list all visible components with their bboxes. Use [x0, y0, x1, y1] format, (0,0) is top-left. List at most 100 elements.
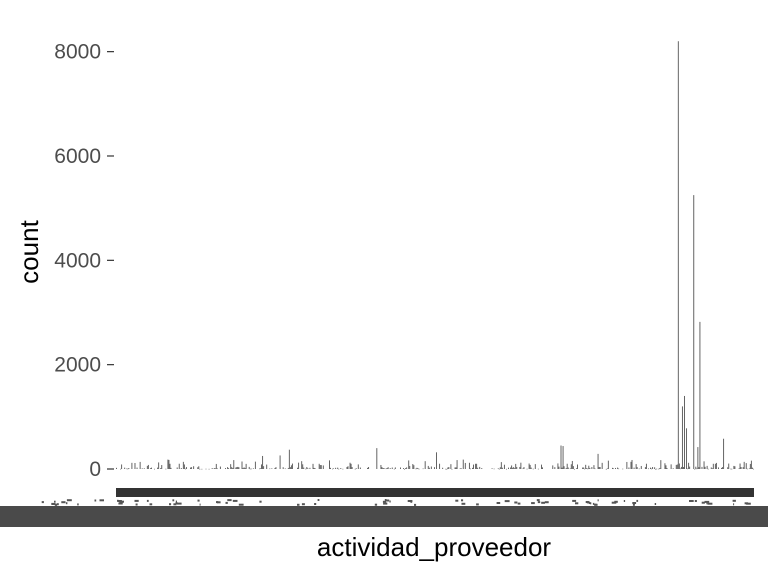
bar: [591, 467, 593, 469]
bar: [717, 467, 719, 469]
bar: [306, 467, 308, 469]
bar: [338, 468, 340, 470]
bar: [290, 465, 292, 469]
bar: [382, 468, 384, 469]
bar: [445, 468, 447, 470]
bar: [707, 468, 709, 470]
bar: [355, 468, 357, 469]
x-tick-label-fragment: [544, 501, 549, 504]
bar: [436, 452, 437, 469]
bar: [751, 467, 753, 469]
x-tick-label-fragment: [733, 503, 735, 506]
bar: [313, 467, 315, 469]
bar: [512, 467, 514, 469]
bar: [540, 464, 542, 469]
bar: [447, 467, 449, 469]
bar: [575, 468, 577, 469]
bar: [658, 468, 660, 470]
bar: [309, 467, 311, 469]
bar: [739, 463, 741, 469]
bar: [193, 466, 195, 469]
bar: [683, 467, 684, 469]
x-tick-label-fragment: [172, 499, 175, 502]
bar: [289, 467, 291, 469]
bar: [271, 468, 273, 469]
bar: [572, 466, 574, 469]
bar: [154, 468, 155, 470]
bar: [748, 468, 750, 470]
bar: [424, 461, 426, 469]
bar: [412, 464, 414, 469]
bar: [703, 461, 705, 469]
bar: [415, 468, 417, 470]
x-tick-label-fragment: [175, 500, 177, 503]
bar: [150, 467, 152, 469]
bar: [633, 467, 635, 469]
bar: [666, 468, 668, 469]
bar: [241, 461, 243, 469]
x-tick-label-fragment: [595, 503, 597, 506]
bar: [409, 465, 411, 469]
bar: [750, 460, 752, 469]
bar: [586, 468, 588, 469]
bar: [116, 467, 117, 469]
bar: [656, 468, 658, 470]
x-tick-label-fragment: [297, 503, 300, 506]
bar: [615, 467, 617, 469]
bar: [567, 467, 569, 469]
bar: [742, 467, 744, 469]
bar: [508, 467, 509, 469]
x-tick-label-fragment: [317, 499, 320, 501]
bar: [459, 468, 461, 469]
bar: [660, 460, 662, 469]
bar: [263, 466, 265, 469]
bar: [312, 463, 314, 469]
bar: [677, 41, 679, 469]
bar: [462, 459, 464, 469]
bar: [522, 468, 524, 470]
bar: [214, 468, 216, 469]
bar: [380, 464, 382, 469]
x-tick-label-fragment: [496, 502, 501, 504]
bar: [704, 466, 706, 469]
bar: [670, 464, 672, 469]
y-tick-label: 2000: [54, 354, 101, 377]
x-tick-label-fragment: [588, 502, 591, 504]
bar: [469, 468, 471, 470]
bar: [231, 467, 233, 469]
bar: [520, 462, 522, 469]
bar: [687, 468, 689, 470]
bar: [738, 468, 740, 470]
x-tick-label-fragment: [386, 499, 390, 502]
bar: [418, 468, 420, 470]
bar: [389, 468, 391, 469]
bar: [394, 467, 396, 469]
bar: [351, 467, 353, 469]
bar: [284, 468, 286, 470]
x-tick-label-fragment: [531, 502, 535, 505]
bar: [143, 468, 145, 469]
y-axis: 0 2000 4000 6000 8000: [54, 41, 114, 481]
bar: [746, 468, 748, 470]
y-axis-title: count: [14, 219, 44, 283]
bar: [584, 468, 586, 470]
bar: [238, 467, 240, 469]
x-tick-marks-band: [116, 488, 754, 497]
bar: [530, 467, 532, 469]
bar: [733, 465, 735, 469]
bar: [233, 460, 235, 469]
bar: [235, 467, 237, 469]
x-tick-labels-overlap: [0, 506, 768, 527]
bar: [675, 464, 677, 469]
bar: [439, 463, 441, 469]
bar: [347, 466, 349, 469]
y-tick-label: 4000: [54, 249, 101, 272]
bar: [491, 468, 493, 469]
bar: [577, 464, 578, 469]
bar: [569, 468, 571, 470]
bar: [560, 445, 562, 469]
bar: [191, 467, 193, 469]
bar: [349, 462, 351, 469]
bar: [640, 465, 642, 469]
x-tick-label-fragment: [216, 501, 219, 504]
